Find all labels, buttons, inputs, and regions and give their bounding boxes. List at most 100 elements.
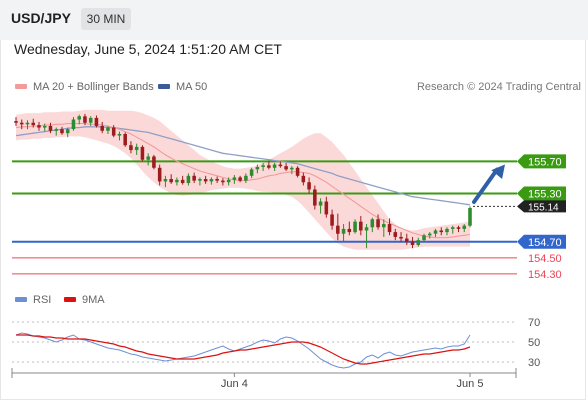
ma20-swatch — [15, 83, 27, 89]
candle — [261, 165, 265, 167]
candle — [416, 240, 421, 245]
legend-rsi-label: RSI — [33, 294, 52, 306]
candle — [427, 233, 432, 236]
candle — [336, 225, 340, 234]
candle — [450, 227, 455, 229]
ma50-swatch — [158, 83, 170, 89]
candle — [209, 179, 214, 182]
credit-text: Research © 2024 Trading Central — [416, 81, 581, 93]
last-price-tag — [517, 200, 566, 213]
candle — [163, 179, 168, 182]
candle — [180, 179, 185, 184]
candle — [221, 180, 225, 183]
candle — [307, 182, 311, 190]
datetime-label: Wednesday, June 5, 2024 1:51:20 AM CET — [14, 41, 282, 57]
candle — [88, 117, 93, 123]
candle — [330, 214, 334, 226]
legend-9ma-label: 9MA — [82, 294, 105, 306]
candle — [290, 167, 294, 170]
candle — [77, 116, 81, 120]
bollinger-band — [16, 109, 470, 250]
candle — [238, 177, 242, 181]
candle — [399, 236, 403, 239]
candle — [272, 164, 277, 168]
top-bar: USD/JPY 30 MIN — [0, 0, 588, 40]
candle — [382, 224, 386, 228]
rsi-series-RSI — [15, 332, 471, 369]
candle — [468, 207, 472, 226]
candle — [341, 228, 346, 234]
level-tag-155.70 — [517, 154, 566, 169]
candle — [370, 219, 375, 228]
candle — [405, 238, 409, 242]
candle — [152, 156, 156, 168]
candle — [422, 235, 426, 241]
rsi-series-9MA — [16, 334, 471, 365]
candle — [129, 145, 133, 151]
x-tick-label-jun-5: Jun 5 — [457, 378, 484, 390]
candle — [14, 121, 18, 123]
candle — [376, 219, 380, 228]
level-label-155.30: 155.30 — [528, 189, 562, 201]
candle — [318, 201, 323, 206]
candle — [31, 122, 36, 126]
candle — [186, 175, 191, 184]
candle — [106, 127, 110, 131]
rsi-level-label-70: 70 — [528, 317, 540, 329]
legend-9ma: 9MA — [64, 294, 105, 306]
rsi-level-label-30: 30 — [528, 357, 540, 369]
candle — [94, 117, 99, 126]
candle — [456, 227, 461, 229]
candle — [42, 125, 47, 128]
candle — [100, 125, 104, 131]
timeframe-button[interactable]: 30 MIN — [81, 8, 131, 30]
candle — [146, 156, 150, 160]
candle — [65, 129, 70, 134]
candle — [347, 228, 352, 233]
level-tag-155.30 — [517, 186, 566, 201]
candle — [134, 146, 139, 151]
candle — [198, 179, 202, 181]
candle — [19, 122, 24, 125]
legend-ma20-bb: MA 20 + Bollinger Bands — [15, 81, 154, 93]
candle — [111, 127, 116, 136]
candle — [203, 179, 208, 182]
candle — [169, 179, 173, 183]
candle — [54, 129, 59, 131]
candle — [83, 116, 87, 123]
candle — [462, 225, 467, 229]
forecast-arrow-head — [491, 164, 505, 180]
legend-ma20-bb-label: MA 20 + Bollinger Bands — [33, 81, 154, 93]
candle — [267, 165, 271, 168]
legend-rsi: RSI — [15, 294, 51, 306]
candle — [324, 201, 329, 215]
candle — [192, 175, 196, 181]
candle — [387, 224, 392, 233]
level-tag-154.70 — [517, 234, 566, 249]
ma20-line — [15, 122, 471, 239]
candle — [37, 125, 41, 128]
legend-ma50: MA 50 — [158, 81, 207, 93]
candle — [301, 175, 306, 183]
forecast-arrow — [472, 167, 499, 204]
legend-ma50-label: MA 50 — [176, 81, 208, 93]
ma9-swatch — [64, 296, 76, 302]
level-label-154.30: 154.30 — [528, 269, 562, 281]
candle — [439, 230, 444, 233]
candle — [359, 221, 363, 231]
candle — [364, 227, 369, 231]
candle — [249, 169, 254, 176]
level-label-154.70: 154.70 — [528, 237, 562, 249]
candle — [353, 221, 357, 233]
candle — [393, 232, 398, 237]
last-price-label: 155.14 — [528, 202, 559, 213]
rsi-level-label-50: 50 — [528, 337, 540, 349]
candle — [410, 241, 415, 245]
candle — [313, 189, 317, 206]
candle — [284, 166, 288, 170]
candle — [48, 125, 53, 131]
candle — [278, 164, 283, 167]
candle — [60, 129, 64, 134]
candle — [295, 167, 300, 176]
